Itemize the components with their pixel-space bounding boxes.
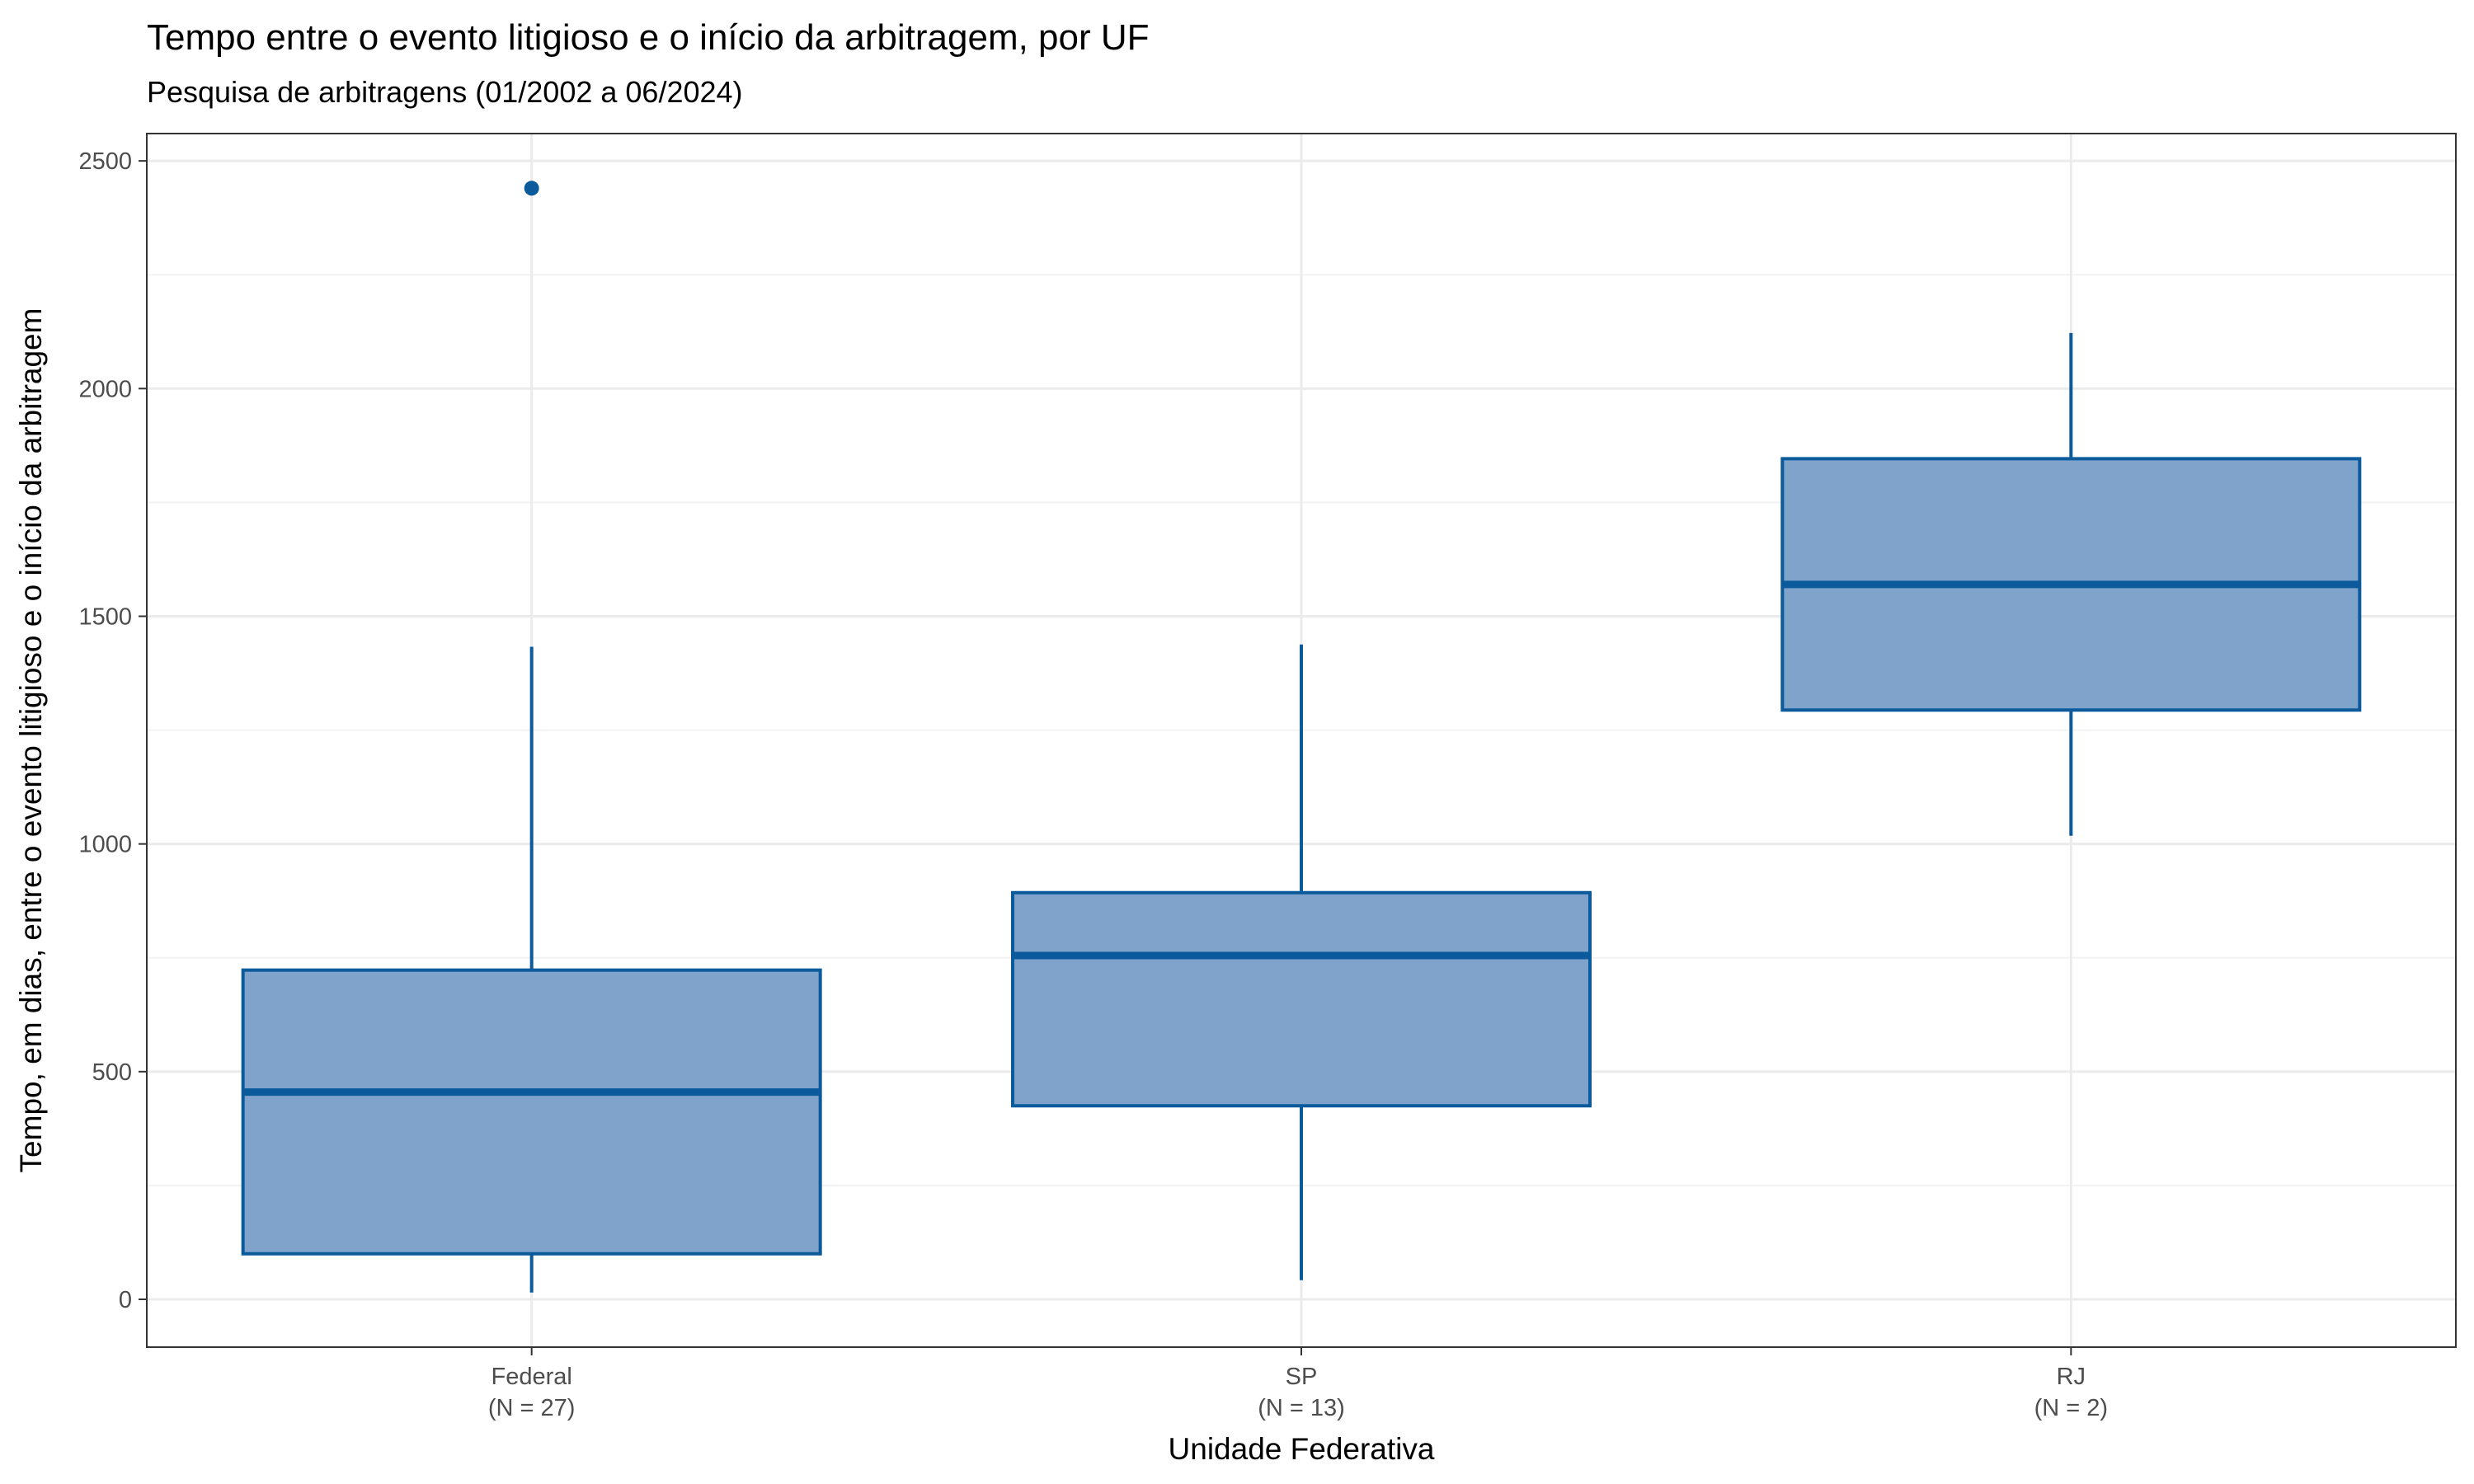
box-rj	[1780, 332, 2362, 836]
chart-title: Tempo entre o evento litigioso e o iníci…	[147, 17, 1150, 58]
x-tick-label: SP	[1286, 1364, 1318, 1390]
boxes	[241, 181, 2362, 1293]
iqr-box	[1011, 890, 1592, 1108]
outlier-point	[524, 181, 539, 196]
y-tick-label: 500	[92, 1059, 132, 1086]
x-tick-n-label: (N = 2)	[2034, 1395, 2108, 1421]
box-sp	[1011, 644, 1592, 1280]
x-tick-n-label: (N = 27)	[488, 1395, 576, 1421]
y-tick-label: 1500	[78, 603, 132, 630]
y-tick-label: 0	[119, 1287, 132, 1313]
x-tick-n-label: (N = 13)	[1258, 1395, 1345, 1421]
x-axis-label: Unidade Federativa	[1169, 1432, 1435, 1466]
y-axis: 0 500 1000 1500 2000 2500	[78, 148, 147, 1313]
y-tick-label: 2500	[78, 148, 132, 175]
y-tick-label: 2000	[78, 376, 132, 402]
y-axis-label: Tempo, em dias, entre o evento litigioso…	[14, 308, 48, 1173]
x-axis: Federal (N = 27) SP (N = 13) RJ (N = 2)	[488, 1347, 2108, 1421]
x-tick-label: RJ	[2057, 1364, 2086, 1390]
iqr-box	[241, 968, 822, 1256]
x-tick-label: Federal	[492, 1364, 572, 1390]
box-federal	[241, 181, 822, 1293]
y-tick-label: 1000	[78, 832, 132, 858]
chart-subtitle: Pesquisa de arbitragens (01/2002 a 06/20…	[147, 75, 743, 109]
